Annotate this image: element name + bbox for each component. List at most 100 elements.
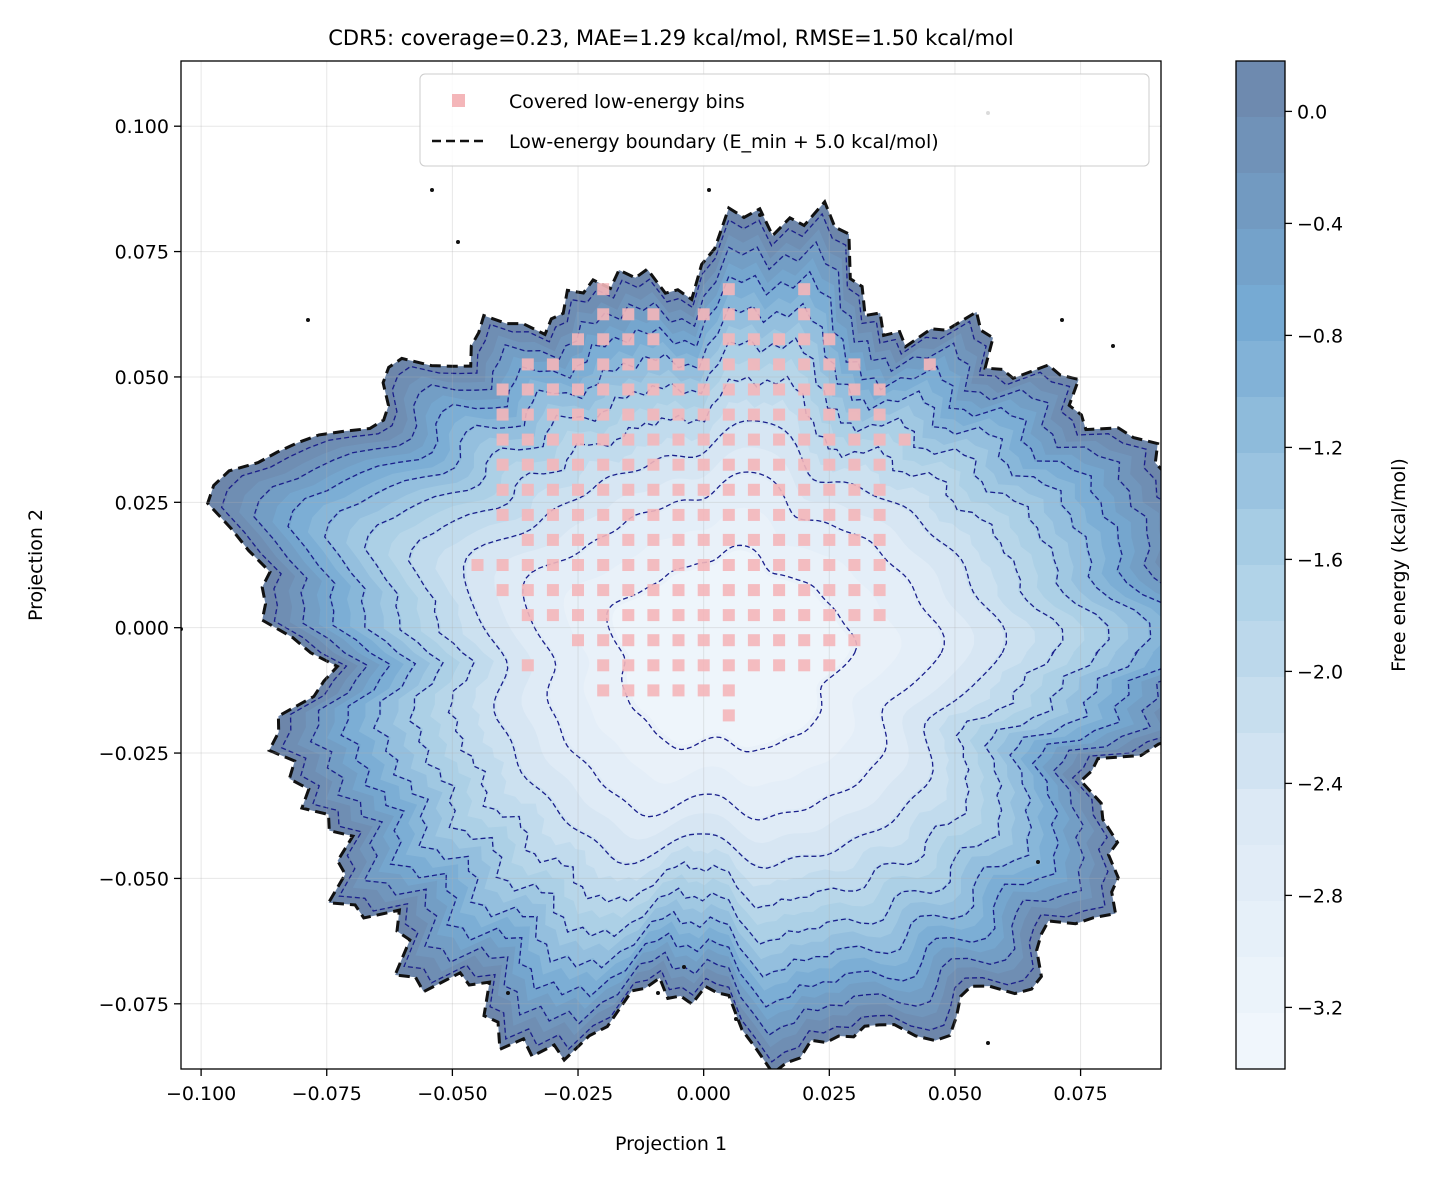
colorbar-band — [1236, 397, 1285, 453]
colorbar-band — [1236, 173, 1285, 229]
covered-bin-marker — [597, 358, 610, 371]
stray-dot — [456, 240, 460, 244]
x-tick-label: 0.000 — [676, 1083, 730, 1105]
legend-label-covered-bins: Covered low-energy bins — [509, 91, 745, 113]
covered-bin-marker — [597, 458, 610, 471]
covered-bin-marker — [572, 358, 584, 371]
y-axis-label: Projection 2 — [25, 509, 47, 621]
covered-bin-marker — [873, 408, 886, 421]
covered-bin-marker — [647, 458, 660, 471]
y-tick-label: 0.025 — [115, 492, 169, 514]
covered-bin-marker — [471, 559, 484, 571]
covered-bin-marker — [873, 584, 886, 597]
covered-bin-marker — [823, 458, 836, 471]
covered-bin-marker — [848, 533, 861, 546]
stray-dot — [682, 965, 686, 969]
covered-bin-marker — [546, 609, 559, 622]
covered-bin-marker — [747, 533, 760, 546]
covered-bin-marker — [521, 533, 534, 546]
covered-bins-scatter — [471, 283, 936, 722]
contour-line — [462, 419, 1008, 869]
colorbar-band — [1236, 1013, 1285, 1069]
covered-bin-marker — [622, 659, 635, 672]
covered-bin-marker — [873, 508, 886, 521]
y-tick-label: 0.100 — [115, 116, 169, 138]
covered-bin-marker — [496, 458, 509, 471]
covered-bin-marker — [622, 408, 635, 421]
covered-bin-marker — [521, 508, 534, 521]
covered-bin-marker — [798, 408, 811, 421]
covered-bin-marker — [622, 684, 635, 697]
colorbar-tick-label: −2.4 — [1297, 773, 1343, 795]
colorbar-band — [1236, 285, 1285, 341]
y-tick-label: −0.075 — [99, 994, 169, 1016]
covered-bin-marker — [546, 483, 559, 496]
colorbar-tick-label: −3.2 — [1297, 997, 1343, 1019]
colorbar-tick-label: −0.4 — [1297, 213, 1343, 235]
covered-bin-marker — [873, 609, 886, 622]
covered-bin-marker — [647, 433, 660, 446]
covered-bin-marker — [521, 584, 534, 597]
x-axis-ticks: −0.100 −0.075 −0.050 −0.025 0.000 0.025 0.050 0… — [166, 1069, 1108, 1105]
y-axis-ticks: 0.100 0.075 0.050 0.025 0.000 −0.025 −0.050 −0.… — [99, 116, 181, 1016]
covered-bin-marker — [798, 383, 811, 396]
covered-bin-marker — [597, 609, 610, 622]
stray-sample-dots — [181, 111, 1115, 1045]
covered-bin-marker — [546, 408, 559, 421]
stray-dot — [656, 991, 660, 995]
covered-bin-marker — [597, 659, 610, 672]
covered-bin-marker — [873, 433, 886, 446]
covered-bin-marker — [823, 408, 836, 421]
covered-bin-marker — [873, 559, 886, 571]
covered-bin-marker — [773, 609, 786, 622]
covered-bin-marker — [823, 634, 836, 647]
covered-bin-marker — [647, 383, 660, 396]
stray-dot — [707, 188, 711, 192]
covered-bin-marker — [572, 533, 584, 546]
covered-bin-marker — [722, 709, 735, 722]
stray-dot — [986, 1041, 990, 1045]
covered-bin-marker — [672, 559, 685, 571]
covered-bin-marker — [672, 483, 685, 496]
covered-bin-marker — [848, 433, 861, 446]
covered-bin-marker — [722, 283, 735, 296]
covered-bin-marker — [496, 408, 509, 421]
stray-dot — [1060, 318, 1064, 322]
grid-lines — [181, 61, 1161, 1069]
covered-bin-marker — [572, 433, 584, 446]
y-tick-label: 0.075 — [115, 242, 169, 264]
covered-bin-marker — [798, 458, 811, 471]
covered-bin-marker — [898, 433, 911, 446]
covered-bin-marker — [773, 458, 786, 471]
energy-landscape — [181, 111, 1161, 1069]
covered-bin-marker — [722, 659, 735, 672]
colorbar-ticks: 0.0 −0.4 −0.8 −1.2 −1.6 −2.0 −2.4 −2.8 −3.2 — [1285, 101, 1343, 1019]
chart-title: CDR5: coverage=0.23, MAE=1.29 kcal/mol, … — [328, 26, 1013, 50]
covered-bin-marker — [697, 408, 710, 421]
covered-bin-marker — [496, 559, 509, 571]
covered-bin-marker — [798, 333, 811, 346]
x-tick-label: 0.050 — [928, 1083, 982, 1105]
covered-bin-marker — [697, 358, 710, 371]
covered-bin-marker — [496, 584, 509, 597]
covered-bin-marker — [848, 584, 861, 597]
covered-bin-marker — [747, 433, 760, 446]
covered-bin-marker — [597, 408, 610, 421]
covered-bin-marker — [848, 458, 861, 471]
covered-bin-marker — [798, 433, 811, 446]
covered-bin-marker — [773, 533, 786, 546]
covered-bin-marker — [848, 383, 861, 396]
covered-bin-marker — [697, 508, 710, 521]
covered-bin-marker — [572, 483, 584, 496]
colorbar-tick-label: −2.8 — [1297, 885, 1343, 907]
covered-bin-marker — [597, 584, 610, 597]
covered-bin-marker — [597, 433, 610, 446]
covered-bin-marker — [848, 634, 861, 647]
covered-bin-marker — [647, 408, 660, 421]
covered-bin-marker — [722, 333, 735, 346]
covered-bin-marker — [773, 383, 786, 396]
covered-bin-marker — [848, 408, 861, 421]
covered-bin-marker — [823, 559, 836, 571]
colorbar-band — [1236, 453, 1285, 509]
covered-bin-marker — [647, 358, 660, 371]
